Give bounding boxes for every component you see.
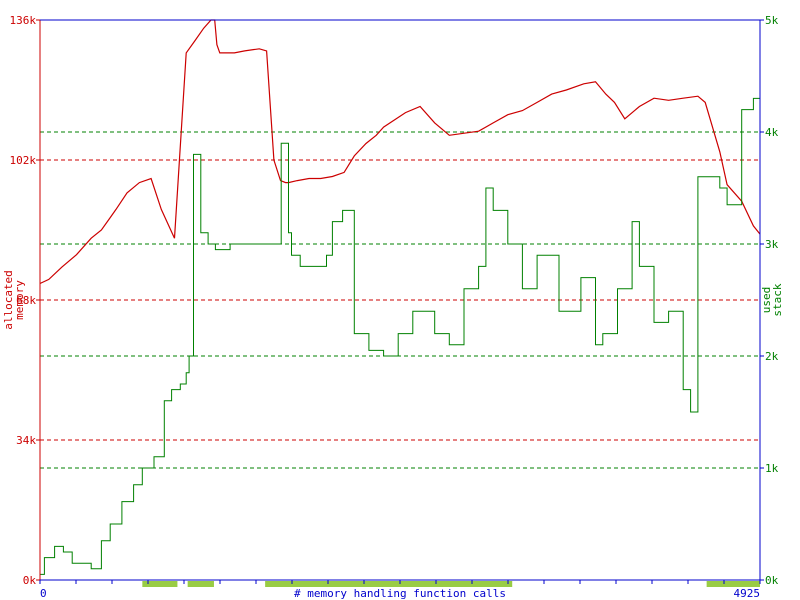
right-tick-label: 1k [765, 462, 779, 475]
right-tick-label: 4k [765, 126, 779, 139]
call-marker-bar [142, 581, 760, 587]
call-marker-segment [142, 581, 178, 587]
right-tick-label: 3k [765, 238, 779, 251]
right-tick-label: 0k [765, 574, 779, 587]
right-axis-label: usedstack [760, 283, 784, 316]
left-tick-label: 68k [16, 294, 36, 307]
left-tick-label: 0k [23, 574, 37, 587]
left-tick-label: 136k [10, 14, 37, 27]
tick-labels: 0k 34k 68k 102k 136k 0k 1k 2k 3k 4k 5k 0 4925 [10, 14, 779, 600]
call-marker-segment [265, 581, 513, 587]
call-marker-segment [187, 581, 214, 587]
x-tick-label: 0 [40, 587, 47, 600]
right-tick-label: 5k [765, 14, 779, 27]
right-tick-label: 2k [765, 350, 779, 363]
left-axis-label-line2: memory [13, 280, 26, 320]
series-allocated-line [39, 19, 761, 285]
right-axis-label-line2: stack [771, 283, 784, 316]
grid-lines [36, 19, 764, 581]
x-axis-label: # memory handling function calls [294, 587, 506, 600]
left-axis-label: allocatedmemory [2, 270, 26, 330]
series-lines [39, 19, 761, 575]
x-tick-label: 4925 [734, 587, 761, 600]
call-marker-segment [706, 581, 760, 587]
left-axis-label-line1: allocated [2, 270, 15, 330]
left-tick-label: 34k [16, 434, 36, 447]
series-stack-line [40, 31, 761, 575]
x-minor-ticks [39, 580, 761, 584]
left-tick-label: 102k [10, 154, 37, 167]
right-axis-label-line1: used [760, 287, 773, 314]
